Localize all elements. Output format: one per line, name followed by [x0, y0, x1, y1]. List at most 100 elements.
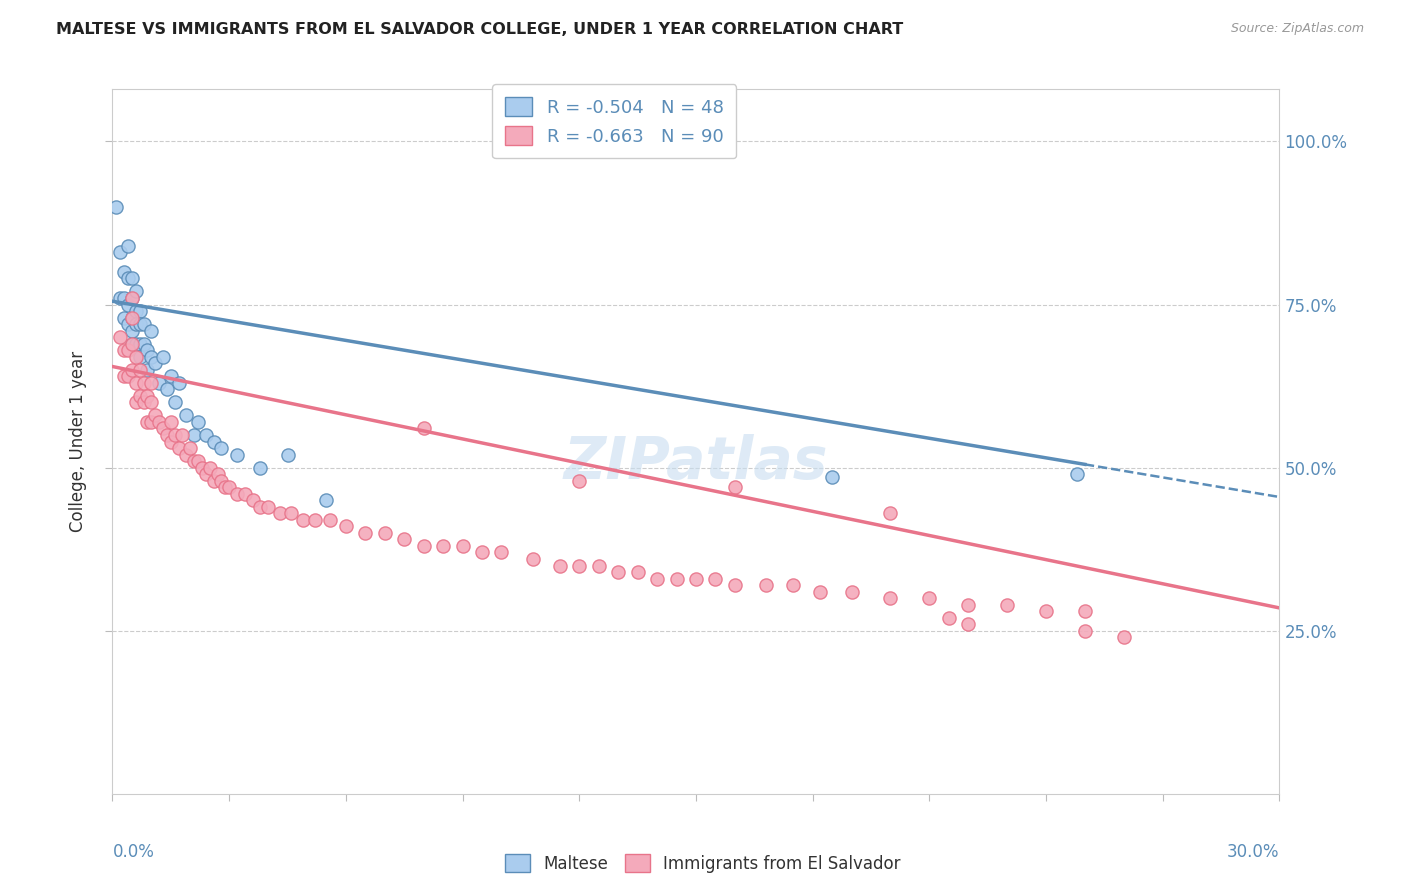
Point: [141, 415, 163, 429]
Point: [148, 415, 170, 429]
Point: [568, 474, 591, 488]
Point: [125, 317, 148, 331]
Point: [117, 271, 139, 285]
Point: [1112, 630, 1135, 644]
Point: [128, 350, 150, 364]
Point: [938, 611, 960, 625]
Point: [202, 474, 225, 488]
Text: MALTESE VS IMMIGRANTS FROM EL SALVADOR COLLEGE, UNDER 1 YEAR CORRELATION CHART: MALTESE VS IMMIGRANTS FROM EL SALVADOR C…: [56, 22, 904, 37]
Point: [128, 336, 150, 351]
Point: [704, 572, 727, 586]
Point: [249, 460, 271, 475]
Point: [128, 389, 150, 403]
Point: [821, 470, 844, 484]
Point: [879, 506, 901, 520]
Point: [491, 545, 513, 559]
Point: [110, 245, 132, 260]
Point: [179, 441, 201, 455]
Point: [148, 376, 170, 390]
Point: [810, 584, 832, 599]
Point: [125, 285, 148, 299]
Text: Source: ZipAtlas.com: Source: ZipAtlas.com: [1230, 22, 1364, 36]
Point: [957, 617, 980, 632]
Point: [665, 572, 688, 586]
Legend: Maltese, Immigrants from El Salvador: Maltese, Immigrants from El Salvador: [499, 847, 907, 880]
Point: [257, 500, 280, 514]
Point: [249, 500, 271, 514]
Point: [335, 519, 357, 533]
Text: 30.0%: 30.0%: [1227, 843, 1279, 861]
Point: [112, 343, 135, 358]
Point: [841, 584, 863, 599]
Point: [755, 578, 778, 592]
Point: [117, 343, 139, 358]
Point: [132, 395, 155, 409]
Point: [167, 441, 190, 455]
Point: [121, 271, 143, 285]
Point: [141, 350, 163, 364]
Point: [152, 421, 174, 435]
Point: [194, 467, 217, 482]
Point: [394, 533, 416, 547]
Point: [207, 467, 229, 482]
Point: [121, 310, 143, 325]
Point: [198, 460, 221, 475]
Point: [685, 572, 707, 586]
Point: [112, 310, 135, 325]
Point: [1035, 604, 1057, 618]
Point: [183, 428, 205, 442]
Point: [121, 363, 143, 377]
Point: [121, 291, 143, 305]
Point: [125, 304, 148, 318]
Point: [141, 376, 163, 390]
Point: [121, 324, 143, 338]
Point: [292, 513, 315, 527]
Point: [218, 480, 240, 494]
Point: [136, 343, 159, 358]
Point: [522, 552, 544, 566]
Point: [209, 474, 232, 488]
Point: [627, 565, 650, 579]
Point: [117, 297, 139, 311]
Point: [304, 513, 326, 527]
Point: [233, 487, 256, 501]
Point: [132, 317, 155, 331]
Point: [176, 409, 198, 423]
Point: [782, 578, 804, 592]
Point: [128, 363, 150, 377]
Point: [143, 409, 166, 423]
Point: [187, 454, 209, 468]
Point: [183, 454, 205, 468]
Point: [548, 558, 571, 573]
Point: [209, 441, 232, 455]
Point: [105, 200, 128, 214]
Point: [117, 369, 139, 384]
Point: [276, 448, 298, 462]
Point: [471, 545, 494, 559]
Point: [160, 415, 183, 429]
Point: [110, 291, 132, 305]
Point: [160, 434, 183, 449]
Point: [568, 558, 591, 573]
Point: [432, 539, 454, 553]
Point: [202, 434, 225, 449]
Point: [128, 304, 150, 318]
Point: [280, 506, 302, 520]
Point: [176, 448, 198, 462]
Point: [132, 336, 155, 351]
Point: [226, 448, 249, 462]
Point: [156, 428, 179, 442]
Point: [136, 415, 159, 429]
Point: [588, 558, 610, 573]
Y-axis label: College, Under 1 year: College, Under 1 year: [69, 351, 87, 533]
Legend: R = -0.504   N = 48, R = -0.663   N = 90: R = -0.504 N = 48, R = -0.663 N = 90: [492, 84, 737, 158]
Point: [319, 513, 342, 527]
Point: [112, 369, 135, 384]
Point: [995, 598, 1018, 612]
Point: [374, 525, 396, 540]
Point: [724, 480, 747, 494]
Point: [121, 291, 143, 305]
Point: [136, 363, 159, 377]
Point: [1074, 624, 1097, 638]
Point: [136, 389, 159, 403]
